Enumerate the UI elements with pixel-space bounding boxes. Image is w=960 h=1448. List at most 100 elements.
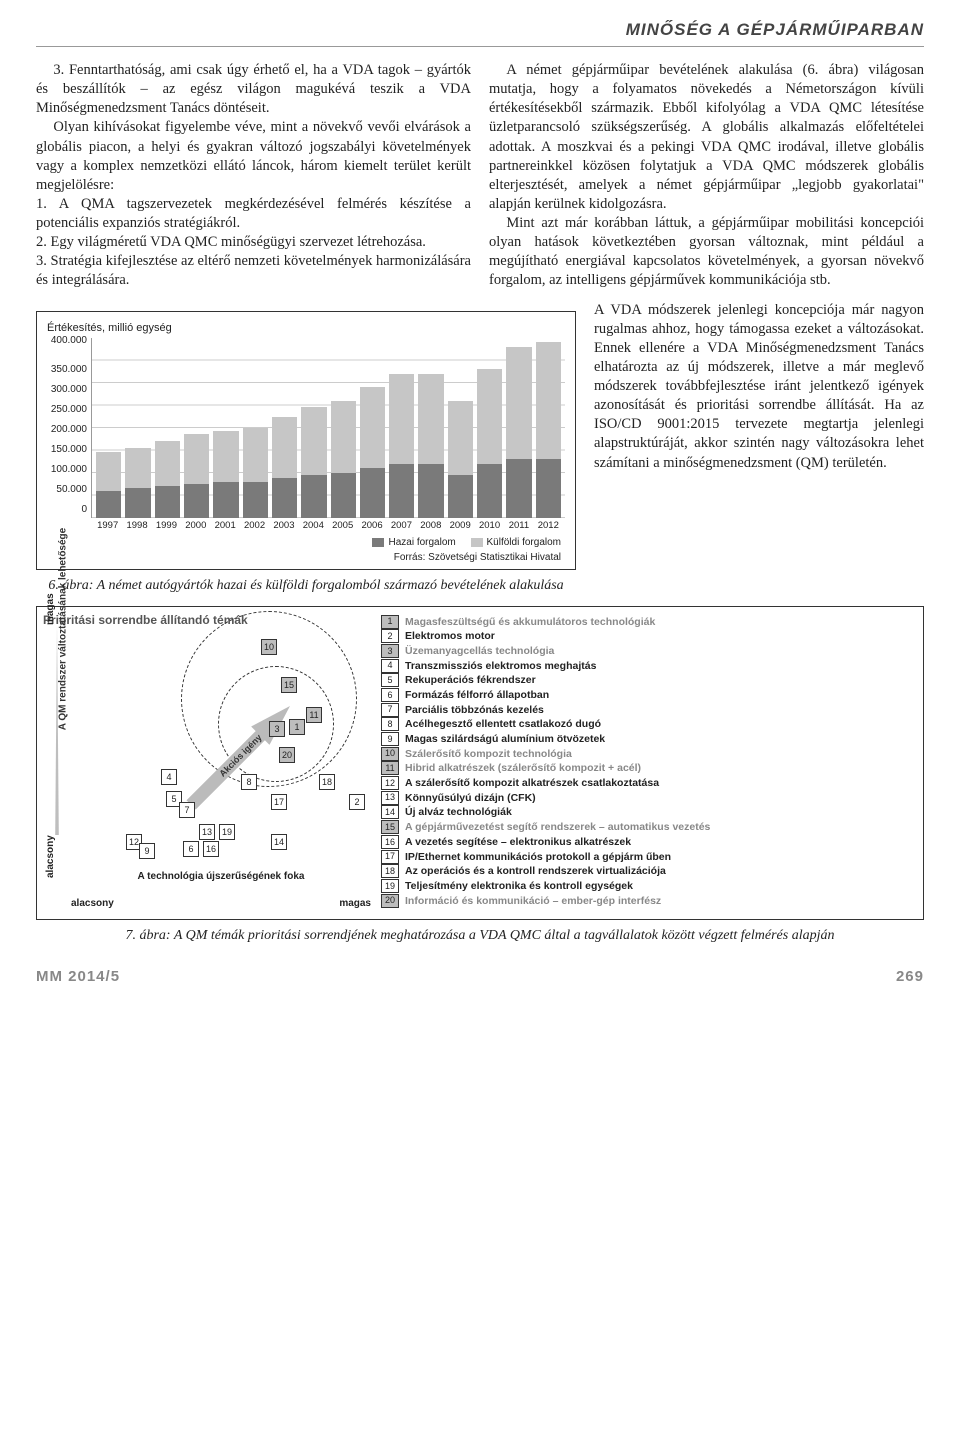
bar-domestic bbox=[125, 488, 150, 517]
scatter-legend-row: 8Acélhegesztő ellentett csatlakozó dugó bbox=[381, 717, 915, 732]
bar-foreign bbox=[184, 434, 209, 484]
scatter-node: 13 bbox=[199, 824, 215, 840]
legend-domestic-label: Hazai forgalom bbox=[388, 537, 455, 548]
bar-foreign bbox=[448, 401, 473, 475]
bar bbox=[448, 338, 473, 518]
bar-xtick: 1997 bbox=[95, 520, 120, 531]
bar-chart-caption: 6. ábra: A német autógyártók hazai és kü… bbox=[36, 578, 576, 594]
right-p2-start: Mint azt már korábban láttuk, a gépjármű… bbox=[489, 214, 924, 291]
bar-ytick: 50.000 bbox=[47, 484, 87, 504]
scatter-legend-row: 2 Elektromos motor bbox=[381, 629, 915, 644]
bar-foreign bbox=[272, 417, 297, 478]
scatter-xaxis-label: A technológia újszerűségének foka bbox=[71, 871, 371, 882]
scatter-caption: 7. ábra: A QM témák prioritási sorrendjé… bbox=[36, 928, 924, 944]
scatter-node: 14 bbox=[271, 834, 287, 850]
bar-foreign bbox=[301, 407, 326, 475]
scatter-legend-text: IP/Ethernet kommunikációs protokoll a gé… bbox=[405, 850, 671, 865]
bar-xtick: 2005 bbox=[330, 520, 355, 531]
bar-xtick: 1998 bbox=[124, 520, 149, 531]
scatter-legend-text: Magas szilárdságú alumínium ötvözetek bbox=[405, 732, 605, 747]
scatter-legend-text: Elektromos motor bbox=[405, 629, 495, 644]
scatter-legend-text: Formázás félforró állapotban bbox=[405, 688, 549, 703]
bar-chart-ylabel: Értékesítés, millió egység bbox=[47, 322, 565, 334]
scatter-legend-num: 10 bbox=[381, 747, 399, 761]
bar bbox=[155, 338, 180, 518]
scatter-yaxis-label: A QM rendszer változtatásának lehetősége bbox=[58, 509, 69, 749]
scatter-legend-num: 6 bbox=[381, 688, 399, 702]
bar-xtick: 2009 bbox=[448, 520, 473, 531]
bar-domestic bbox=[184, 484, 209, 518]
scatter-legend-row: 14Új alváz technológiák bbox=[381, 805, 915, 820]
bar-ytick: 250.000 bbox=[47, 404, 87, 424]
bar-foreign bbox=[506, 347, 531, 460]
scatter-legend-text: Üzemanyagcellás technológia bbox=[405, 644, 554, 659]
scatter-legend-num: 11 bbox=[381, 761, 399, 775]
scatter-legend-text: Teljesítmény elektronika és kontroll egy… bbox=[405, 879, 633, 894]
legend-foreign: Külföldi forgalom bbox=[471, 537, 561, 548]
legend-domestic: Hazai forgalom bbox=[372, 537, 455, 548]
scatter-legend-num: 12 bbox=[381, 776, 399, 790]
scatter-legend-row: 10Szálerősítő kompozit technológia bbox=[381, 747, 915, 762]
scatter-legend-text: Új alváz technológiák bbox=[405, 805, 512, 820]
scatter-node: 2 bbox=[349, 794, 365, 810]
bar-chart: Értékesítés, millió egység 050.000100.00… bbox=[36, 311, 576, 570]
bar-domestic bbox=[477, 464, 502, 518]
scatter-legend-text: Információ és kommunikáció – ember-gép i… bbox=[405, 894, 661, 909]
page-footer: MM 2014/5 269 bbox=[36, 968, 924, 985]
scatter-legend-num: 4 bbox=[381, 659, 399, 673]
scatter-node: 20 bbox=[279, 747, 295, 763]
bar bbox=[477, 338, 502, 518]
scatter-legend-num: 19 bbox=[381, 879, 399, 893]
scatter-legend-num: 2 bbox=[381, 629, 399, 643]
scatter-xhi: magas bbox=[339, 898, 371, 909]
bar-xtick: 2000 bbox=[183, 520, 208, 531]
bar-xtick: 2002 bbox=[242, 520, 267, 531]
bar bbox=[331, 338, 356, 518]
scatter-title: Prioritási sorrendbe állítandó témák bbox=[43, 613, 377, 627]
scatter-legend-num: 15 bbox=[381, 820, 399, 834]
left-li3: 3. Stratégia kifejlesztése az eltérő nem… bbox=[36, 252, 471, 290]
bar-xtick: 2006 bbox=[359, 520, 384, 531]
scatter-diagram: Prioritási sorrendbe állítandó témák mag… bbox=[36, 606, 924, 920]
scatter-legend-num: 9 bbox=[381, 732, 399, 746]
bar-foreign bbox=[536, 342, 561, 459]
bar-ytick: 300.000 bbox=[47, 384, 87, 404]
bar bbox=[272, 338, 297, 518]
scatter-legend-row: 4 Transzmissziós elektromos meghajtás bbox=[381, 659, 915, 674]
scatter-legend: 1Magasfeszültségű és akkumulátoros techn… bbox=[377, 607, 923, 919]
scatter-legend-row: 13Könnyűsúlyú dizájn (CFK) bbox=[381, 791, 915, 806]
scatter-legend-text: Könnyűsúlyú dizájn (CFK) bbox=[405, 791, 536, 806]
scatter-legend-num: 17 bbox=[381, 850, 399, 864]
scatter-node: 18 bbox=[319, 774, 335, 790]
bar-domestic bbox=[331, 473, 356, 518]
scatter-node: 19 bbox=[219, 824, 235, 840]
scatter-legend-text: Transzmissziós elektromos meghajtás bbox=[405, 659, 596, 674]
footer-page-number: 269 bbox=[896, 968, 924, 985]
scatter-legend-row: 18Az operációs és a kontroll rendszerek … bbox=[381, 864, 915, 879]
right-p1: A német gépjárműipar bevételének alakulá… bbox=[489, 61, 924, 214]
footer-left: MM 2014/5 bbox=[36, 968, 120, 985]
bar-foreign bbox=[243, 428, 268, 482]
bar-chart-yaxis: 050.000100.000150.000200.000250.000300.0… bbox=[47, 338, 91, 518]
scatter-legend-text: A gépjárművezetést segítő rendszerek – a… bbox=[405, 820, 710, 835]
scatter-legend-row: 16A vezetés segítése – elektronikus alka… bbox=[381, 835, 915, 850]
scatter-legend-row: 19 Teljesítmény elektronika és kontroll e… bbox=[381, 879, 915, 894]
scatter-node: 8 bbox=[241, 774, 257, 790]
bar bbox=[389, 338, 414, 518]
bar-xtick: 2012 bbox=[536, 520, 561, 531]
scatter-legend-text: Acélhegesztő ellentett csatlakozó dugó bbox=[405, 717, 601, 732]
bar-foreign bbox=[331, 401, 356, 473]
left-column: 3. Fenntarthatóság, ami csak úgy érhető … bbox=[36, 61, 471, 291]
bar bbox=[360, 338, 385, 518]
bar-ytick: 200.000 bbox=[47, 424, 87, 444]
bar bbox=[125, 338, 150, 518]
scatter-plot: A QM rendszer változtatásának lehetősége… bbox=[71, 629, 371, 869]
bar-chart-bars bbox=[91, 338, 565, 518]
legend-foreign-label: Külföldi forgalom bbox=[487, 537, 561, 548]
scatter-legend-text: Az operációs és a kontroll rendszerek vi… bbox=[405, 864, 666, 879]
bar-xtick: 2008 bbox=[418, 520, 443, 531]
bar-foreign bbox=[477, 369, 502, 464]
right-column-continued: A VDA módszerek jelenlegi koncepciója má… bbox=[594, 301, 924, 600]
bar-xtick: 1999 bbox=[154, 520, 179, 531]
bar-domestic bbox=[155, 486, 180, 518]
